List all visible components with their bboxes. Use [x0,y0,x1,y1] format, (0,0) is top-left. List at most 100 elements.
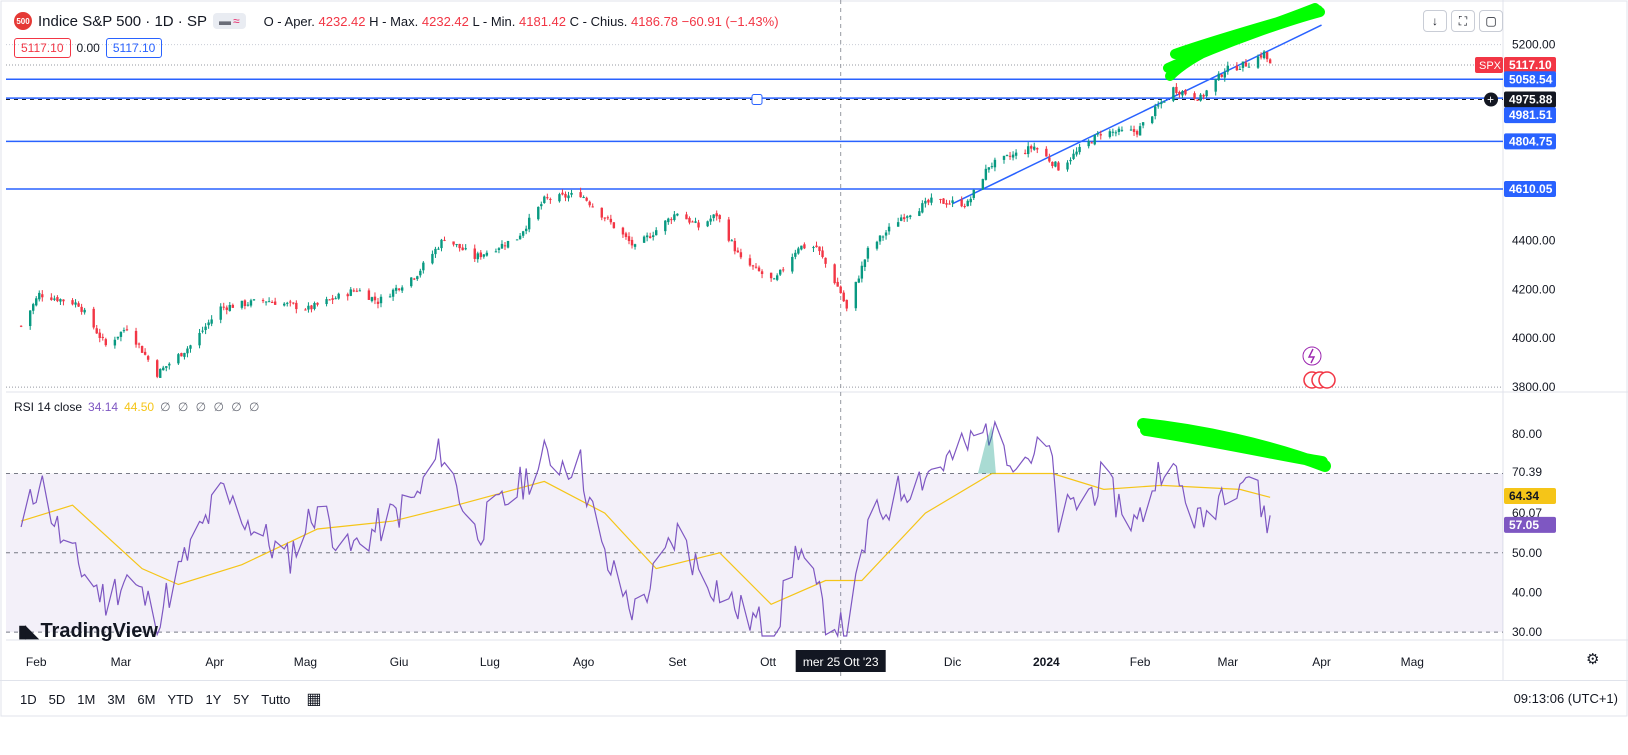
level-tag-1: 5058.54 [1509,72,1553,86]
candle-body [1075,151,1078,155]
candle-body [715,213,718,217]
rsi-ma-tag-bg [1504,487,1556,504]
candle-body [1014,152,1018,156]
timeframe-5d[interactable]: 5D [48,691,66,707]
candle-body [1114,132,1118,134]
candle-body [824,257,827,264]
rsi-tick-label: 50.00 [1512,546,1542,560]
candle-body [397,288,401,290]
timeframe-1m[interactable]: 1M [77,691,96,707]
candle-body [815,245,818,248]
candle-body [119,331,123,337]
candle-body [1099,134,1102,136]
candle-body [1226,65,1229,72]
candle-body [104,339,107,346]
settings-gear-icon[interactable]: ⚙ [1586,651,1600,668]
candle-body [180,353,183,357]
candle-body [779,269,782,275]
candle-body [62,299,65,302]
candle-body [53,298,56,300]
candle-body [782,269,785,271]
chart-style-toggle[interactable]: ▬ ≈ [212,13,246,29]
symbol-tag: SPX [1479,60,1502,72]
candle-body [1111,131,1115,133]
candle-body [473,248,476,259]
snapshot-icon[interactable]: ▢ [1479,10,1503,32]
timeframe-5y[interactable]: 5Y [233,691,250,707]
calendar-range-icon[interactable]: ▦ [306,691,322,708]
candle-body [821,250,824,258]
time-tick-label: Ago [573,655,595,669]
candle-body [310,305,313,310]
candle-body [733,240,737,252]
candle-body [751,265,755,267]
crosshair-date-bg [795,650,886,672]
timeframe-6m[interactable]: 6M [137,691,156,707]
timeframe-tutto[interactable]: Tutto [261,691,291,707]
rsi-ma-line [20,472,1271,606]
candle-body [189,345,192,349]
download-icon[interactable]: ↓ [1423,10,1447,32]
timeframe-3m[interactable]: 3M [107,691,126,707]
candle-body [927,199,930,203]
candle-body [74,302,77,305]
symbol-logo-icon: 500 [14,12,32,30]
candle-body [388,296,392,298]
candle-body [41,294,44,298]
candle-body [1160,102,1163,105]
candle-body [1048,157,1051,162]
timeframe-1d[interactable]: 1D [20,691,37,707]
candle-body [267,301,271,303]
candle-body [987,167,991,170]
rsi-value-tag-bg [1504,516,1556,533]
candle-body [264,301,268,303]
candle-body [1108,131,1112,137]
candle-body [951,200,954,203]
level-tag-2-bg [1504,107,1556,124]
candle-body [875,241,879,249]
candle-body [854,281,858,309]
candle-body [903,217,906,220]
symbol-title[interactable]: Indice S&P 500 · 1D · SP [38,12,207,30]
candle-body [313,303,316,309]
timeframe-ytd[interactable]: YTD [167,691,194,707]
last-price-tag-bg [1504,56,1556,73]
time-tick-label: Mag [294,655,317,669]
candle-body [558,194,561,202]
candle-body [461,247,464,251]
candle-body [794,252,797,257]
candle-body [122,330,126,332]
candle-body [1202,94,1205,97]
rsi-value-tag: 57.05 [1509,518,1539,532]
candle-body [969,198,972,203]
candle-body [921,203,924,213]
fullscreen-icon[interactable]: ⛶ [1451,10,1475,32]
candle-body [373,296,377,301]
candle-body [1045,148,1048,157]
timeframe-1y[interactable]: 1Y [205,691,222,707]
candle-body [162,367,165,371]
rsi-legend[interactable]: RSI 14 close 34.14 44.50 ∅ ∅ ∅ ∅ ∅ ∅ [14,400,262,414]
candle-body [304,309,307,311]
candle-body [866,247,870,259]
candle-body [775,275,779,280]
rsi-line [20,419,1271,639]
annotation-top-marker [1163,3,1325,81]
lightning-glyph [1307,348,1316,364]
candle-body [570,192,573,195]
candle-body [1093,134,1096,145]
candle-body [1178,91,1181,95]
buy-price-button[interactable]: 5117.10 [105,38,163,58]
candle-body [757,267,761,272]
candle-body [797,248,800,254]
candle-body [842,292,845,302]
chart-header: 500 Indice S&P 500 · 1D · SP ▬ ≈ O - Ape… [14,10,779,32]
clock-readout[interactable]: 09:13:06 (UTC+1) [1513,691,1618,706]
candle-body [500,243,504,249]
candle-body [1150,116,1154,124]
rsi-ma-legend-value: 44.50 [124,400,155,414]
sell-price-button[interactable]: 5117.10 [14,38,71,58]
add-level-plus: + [1487,92,1494,106]
